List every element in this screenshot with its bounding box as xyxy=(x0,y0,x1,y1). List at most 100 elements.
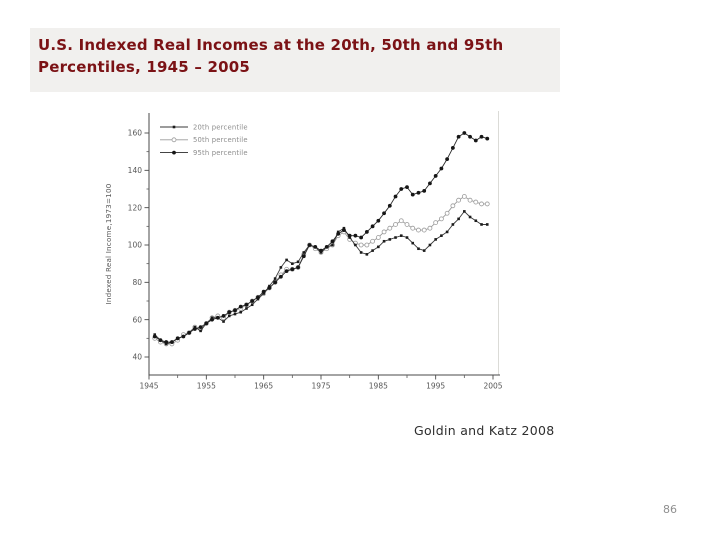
series-marker-20th xyxy=(250,303,254,307)
series-marker-95th xyxy=(250,299,255,303)
series-marker-95th xyxy=(215,315,220,320)
series-marker-95th xyxy=(473,138,478,143)
series-marker-95th xyxy=(347,233,352,238)
series-marker-95th xyxy=(187,330,192,335)
series-marker-95th xyxy=(238,304,243,309)
y-axis-title: Indexed Real Income,1973=100 xyxy=(104,183,113,304)
series-marker-20th xyxy=(279,266,283,269)
series-marker-20th xyxy=(273,277,277,280)
series-marker-20th xyxy=(365,253,369,256)
series-marker-20th xyxy=(302,251,306,254)
series-marker-20th xyxy=(428,243,432,247)
income-chart: 1945 1955 1965 1975 1985 1995 2005 40 60 80 100 120… xyxy=(104,111,503,391)
series-marker-20th xyxy=(222,320,225,323)
series-marker-20th xyxy=(359,251,363,254)
slide-title-line-2: Percentiles, 1945 – 2005 xyxy=(38,57,251,76)
legend-marker-sample xyxy=(172,125,176,129)
series-marker-95th xyxy=(336,231,341,236)
series-marker-20th xyxy=(394,236,397,239)
series-marker-50th xyxy=(484,201,490,207)
series-marker-20th xyxy=(399,234,403,237)
series-line-95th xyxy=(154,132,488,343)
series-marker-95th xyxy=(313,244,318,249)
series-marker-95th xyxy=(227,310,232,315)
series-marker-95th xyxy=(382,211,386,216)
series-marker-95th xyxy=(433,174,438,178)
series-marker-95th xyxy=(387,203,392,208)
series-marker-20th xyxy=(463,210,466,213)
series-marker-95th xyxy=(164,340,169,344)
series-marker-95th xyxy=(307,243,312,247)
x-tick-label: 2005 xyxy=(483,382,502,391)
series-marker-20th xyxy=(445,230,449,234)
series-marker-20th xyxy=(245,307,248,310)
series-marker-20th xyxy=(331,243,334,247)
y-tick-label: 40 xyxy=(132,353,142,362)
series-marker-95th xyxy=(170,340,174,344)
series-marker-50th xyxy=(456,197,461,203)
series-marker-95th xyxy=(422,188,427,193)
series-marker-20th xyxy=(468,215,472,219)
series-marker-95th xyxy=(158,338,163,343)
series-marker-95th xyxy=(353,233,358,238)
series-marker-50th xyxy=(381,229,387,235)
page-number: 86 xyxy=(663,503,677,516)
series-marker-95th xyxy=(290,267,295,272)
series-marker-20th xyxy=(285,258,288,262)
legend-label: 50th percentile xyxy=(193,136,248,144)
series-marker-20th xyxy=(371,249,374,252)
y-tick-label: 140 xyxy=(128,166,143,175)
series-marker-50th xyxy=(370,238,375,244)
slide-title-line-1: U.S. Indexed Real Incomes at the 20th, 5… xyxy=(38,36,504,54)
series-marker-20th xyxy=(388,238,392,241)
series-marker-95th xyxy=(479,134,484,139)
series-marker-50th xyxy=(404,222,410,227)
series-marker-20th xyxy=(411,241,415,245)
series-marker-95th xyxy=(319,248,323,253)
series-marker-95th xyxy=(342,228,346,232)
series-marker-50th xyxy=(387,225,393,231)
series-marker-95th xyxy=(324,244,329,249)
series-marker-95th xyxy=(330,239,335,244)
series-marker-20th xyxy=(480,223,483,226)
series-marker-20th xyxy=(233,312,237,316)
series-marker-95th xyxy=(359,235,364,240)
series-marker-95th xyxy=(364,230,369,234)
series-marker-95th xyxy=(204,321,209,326)
series-marker-95th xyxy=(175,336,180,341)
y-tick-label: 160 xyxy=(128,129,143,138)
series-marker-20th xyxy=(199,329,202,333)
legend-marker-sample xyxy=(171,137,177,143)
series-marker-20th xyxy=(382,239,386,243)
series-marker-95th xyxy=(181,334,186,339)
series-marker-95th xyxy=(152,334,157,339)
series-marker-20th xyxy=(474,219,478,223)
series-marker-50th xyxy=(410,225,416,231)
series-marker-50th xyxy=(433,220,439,225)
series-marker-95th xyxy=(445,157,450,162)
series-marker-95th xyxy=(405,185,409,190)
legend-marker-sample xyxy=(172,150,176,155)
series-marker-95th xyxy=(267,286,272,290)
series-marker-95th xyxy=(210,317,214,322)
series-marker-50th xyxy=(427,225,433,231)
series-marker-95th xyxy=(439,166,444,171)
slide-title-bar: U.S. Indexed Real Incomes at the 20th, 5… xyxy=(30,28,560,92)
series-marker-50th xyxy=(398,218,404,224)
series-marker-20th xyxy=(451,223,455,226)
series-marker-50th xyxy=(364,242,370,248)
series-marker-50th xyxy=(479,201,484,207)
series-marker-95th xyxy=(393,194,398,199)
x-tick-label: 1985 xyxy=(369,382,388,391)
series-marker-95th xyxy=(376,218,381,223)
y-tick-label: 100 xyxy=(128,241,143,250)
series-marker-95th xyxy=(416,190,421,195)
y-tick-label: 80 xyxy=(132,278,142,287)
series-marker-20th xyxy=(354,243,357,247)
series-marker-95th xyxy=(278,274,283,279)
series-marker-50th xyxy=(450,203,456,209)
series-marker-50th xyxy=(467,197,473,203)
series-marker-95th xyxy=(244,302,249,307)
x-tick-label: 1945 xyxy=(139,382,158,391)
